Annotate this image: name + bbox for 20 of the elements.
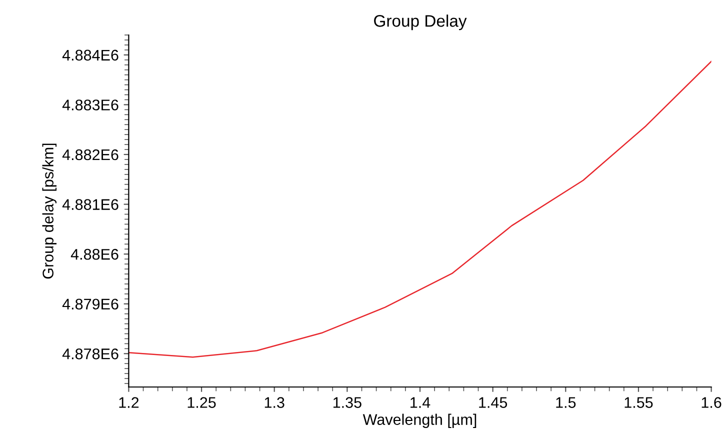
x-tick-label: 1.5 <box>556 397 576 408</box>
y-tick-label: 4.883E6 <box>62 100 118 110</box>
line-series <box>128 60 712 358</box>
y-tick-label: 4.882E6 <box>62 149 118 160</box>
y-tick-label: 4.88E6 <box>70 248 118 260</box>
x-tick-label: 1.2 <box>119 397 139 408</box>
x-tick-label: 1.35 <box>333 397 362 408</box>
y-tick-label: 4.878E6 <box>62 348 118 360</box>
y-axis-title: Group delay [ps/km] <box>42 144 57 279</box>
x-axis-title: Wavelength [µm] <box>362 414 476 428</box>
x-tick-label: 1.55 <box>624 397 653 408</box>
y-tick-label: 4.879E6 <box>62 298 118 310</box>
x-tick-label: 1.25 <box>188 397 216 408</box>
x-tick-label: 1.3 <box>264 397 284 408</box>
y-tick-label: 4.881E6 <box>62 199 118 210</box>
chart-title: Group Delay <box>374 14 467 30</box>
y-tick-label: 4.884E6 <box>62 50 118 61</box>
x-tick-label: 1.4 <box>410 397 430 408</box>
x-tick-label: 1.45 <box>479 397 508 408</box>
x-tick-label: 1.6 <box>702 397 722 408</box>
